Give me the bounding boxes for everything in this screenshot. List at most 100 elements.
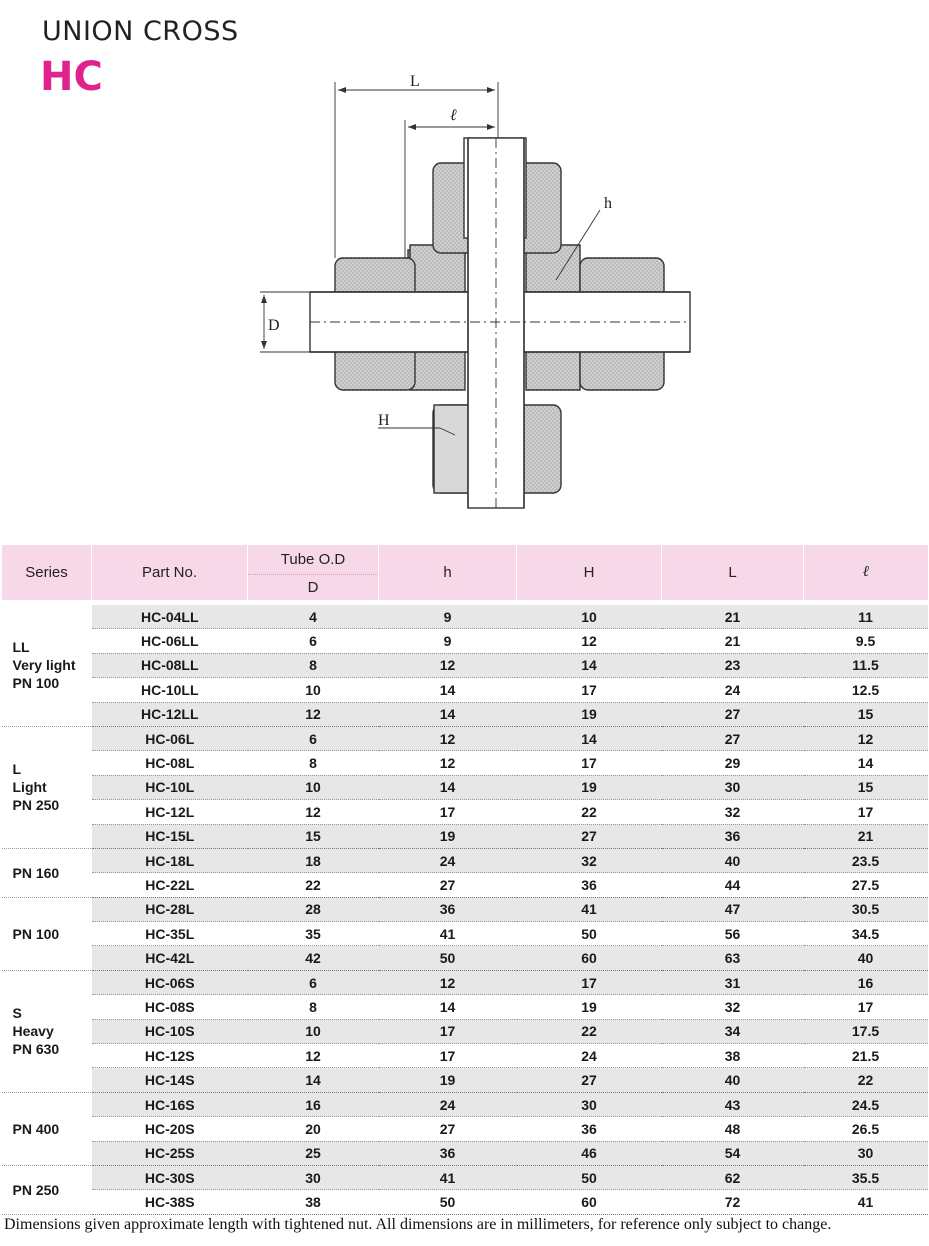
L-cell: 29 [661,750,804,776]
tube-od-cell: 8 [247,653,379,679]
H-cell: 17 [516,970,662,996]
H-cell: 14 [516,726,662,752]
l-cell: 34.5 [803,921,928,947]
table-row: HC-12LL 12 14 19 27 15 [2,702,928,727]
L-cell: 43 [661,1092,804,1118]
part-no-cell: HC-06S [91,970,248,996]
l-cell: 14 [803,750,928,776]
L-cell: 72 [661,1189,804,1215]
part-no-cell: HC-30S [91,1165,248,1191]
part-no-cell: HC-12S [91,1043,248,1069]
h-cell: 19 [378,824,517,849]
tube-od-cell: 28 [247,897,379,923]
product-code: HC [40,54,103,100]
table-row: HC-10LL 10 14 17 24 12.5 [2,677,928,703]
h-cell: 41 [378,1165,517,1191]
L-cell: 30 [661,775,804,801]
table-row: HC-25S 25 36 46 54 30 [2,1141,928,1166]
L-cell: 31 [661,970,804,996]
series-line: LL [12,639,30,656]
H-cell: 22 [516,1019,662,1045]
tube-od-cell: 6 [247,628,379,654]
tube-od-cell: 6 [247,970,379,996]
H-cell: 14 [516,653,662,679]
table-row: HC-08LL 8 12 14 23 11.5 [2,653,928,679]
l-cell: 17 [803,799,928,825]
l-cell: 11 [803,605,928,630]
series-cell: PN 250 [1,1165,92,1215]
part-no-cell: HC-38S [91,1189,248,1215]
l-cell: 21.5 [803,1043,928,1069]
table-row: PN 400 HC-16S 16 24 30 43 24.5 [1,1092,928,1166]
part-no-cell: HC-06LL [91,628,248,654]
h-cell: 17 [378,799,517,825]
H-cell: 17 [516,750,662,776]
h-cell: 14 [378,702,517,727]
l-cell: 30.5 [803,897,928,923]
L-cell: 32 [661,994,804,1020]
tube-od-cell: 25 [247,1141,379,1166]
H-cell: 27 [516,1067,662,1093]
L-cell: 56 [661,921,804,947]
series-line: L [12,761,22,778]
L-cell: 32 [661,799,804,825]
h-cell: 41 [378,921,517,947]
H-cell: 30 [516,1092,662,1118]
series-cell: PN 400 [1,1092,92,1166]
part-no-cell: HC-12L [91,799,248,825]
L-cell: 48 [661,1116,804,1142]
header-part-no: Part No. [91,545,248,600]
L-cell: 44 [661,872,804,898]
header-series: Series [1,545,92,600]
header-L: L [661,545,804,600]
series-line: PN 100 [12,925,60,942]
part-no-cell: HC-10LL [91,677,248,703]
tube-od-cell: 8 [247,750,379,776]
table-row: HC-20S 20 27 36 48 26.5 [2,1116,928,1142]
series-line: S [12,1005,22,1022]
L-cell: 23 [661,653,804,679]
h-cell: 50 [378,945,517,971]
H-cell: 22 [516,799,662,825]
header-l: ℓ [803,545,928,600]
table-row: LL Very light PN 100 HC-04LL 4 9 10 21 11 [1,605,928,727]
footnote: Dimensions given approximate length with… [4,1216,832,1233]
l-cell: 40 [803,945,928,971]
H-cell: 60 [516,1189,662,1215]
tube-od-cell: 15 [247,824,379,849]
part-no-cell: HC-35L [91,921,248,947]
part-no-cell: HC-18L [91,848,248,874]
H-cell: 10 [516,605,662,630]
table-row: PN 160 HC-18L 18 24 32 40 23.5 [1,848,928,898]
l-cell: 12.5 [803,677,928,703]
l-cell: 17 [803,994,928,1020]
series-cell: PN 100 [1,897,92,971]
label-H: H [378,412,390,429]
union-cross-drawing: L ℓ h D H [260,73,691,509]
L-cell: 21 [661,628,804,654]
tube-od-cell: 38 [247,1189,379,1215]
label-D: D [268,317,280,334]
part-no-cell: HC-14S [91,1067,248,1093]
L-cell: 40 [661,1067,804,1093]
h-cell: 12 [378,726,517,752]
series-cell: L Light PN 250 [1,726,92,849]
table-row: S Heavy PN 630 HC-06S 6 12 17 31 16 [1,970,928,1093]
part-no-cell: HC-06L [91,726,248,752]
tube-od-cell: 12 [247,702,379,727]
part-no-cell: HC-25S [91,1141,248,1166]
L-cell: 38 [661,1043,804,1069]
l-cell: 11.5 [803,653,928,679]
H-cell: 50 [516,1165,662,1191]
L-cell: 27 [661,726,804,752]
part-no-cell: HC-28L [91,897,248,923]
H-cell: 12 [516,628,662,654]
table-row: HC-12S 12 17 24 38 21.5 [2,1043,928,1069]
L-cell: 40 [661,848,804,874]
H-cell: 24 [516,1043,662,1069]
L-cell: 21 [661,605,804,630]
table-row: L Light PN 250 HC-06L 6 12 14 27 12 [1,726,928,849]
H-cell: 19 [516,702,662,727]
product-title: UNION CROSS [42,16,239,47]
part-no-cell: HC-04LL [91,605,248,630]
